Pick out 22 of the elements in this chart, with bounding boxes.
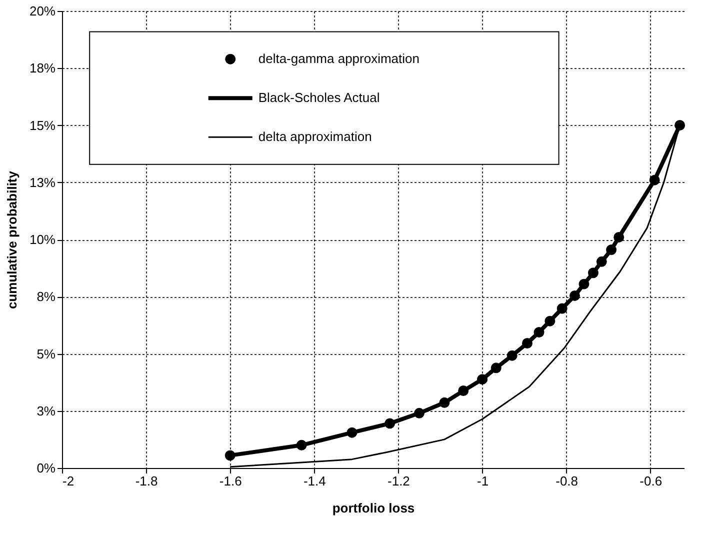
legend-label: delta-gamma approximation bbox=[258, 51, 420, 66]
y-tick-label: 15% bbox=[29, 118, 56, 133]
y-tick-label: 3% bbox=[36, 403, 56, 418]
y-axis-title: cumulative probability bbox=[4, 170, 20, 309]
x-tick-label: -2 bbox=[62, 474, 74, 488]
legend-label: delta approximation bbox=[258, 129, 372, 144]
y-tick-label: 20% bbox=[29, 4, 56, 18]
x-tick-label: -1 bbox=[476, 474, 489, 488]
y-tick-label: 10% bbox=[29, 232, 56, 247]
x-tick-label: -1.4 bbox=[303, 474, 326, 488]
x-tick-label: -1.2 bbox=[388, 474, 410, 488]
x-tick-label: -1.8 bbox=[135, 474, 158, 488]
x-tick-label: -0.6 bbox=[640, 474, 662, 488]
y-tick-label: 18% bbox=[29, 60, 56, 76]
x-axis-title: portfolio loss bbox=[332, 500, 415, 516]
x-tick-label: -0.8 bbox=[556, 474, 578, 488]
y-tick-label: 5% bbox=[36, 346, 56, 362]
y-tick-label: 8% bbox=[36, 289, 56, 304]
y-tick-label: 0% bbox=[36, 460, 56, 476]
legend-label: Black-Scholes Actual bbox=[258, 90, 380, 106]
y-tick-label: 13% bbox=[29, 174, 56, 190]
x-tick-label: -1.6 bbox=[219, 474, 242, 488]
